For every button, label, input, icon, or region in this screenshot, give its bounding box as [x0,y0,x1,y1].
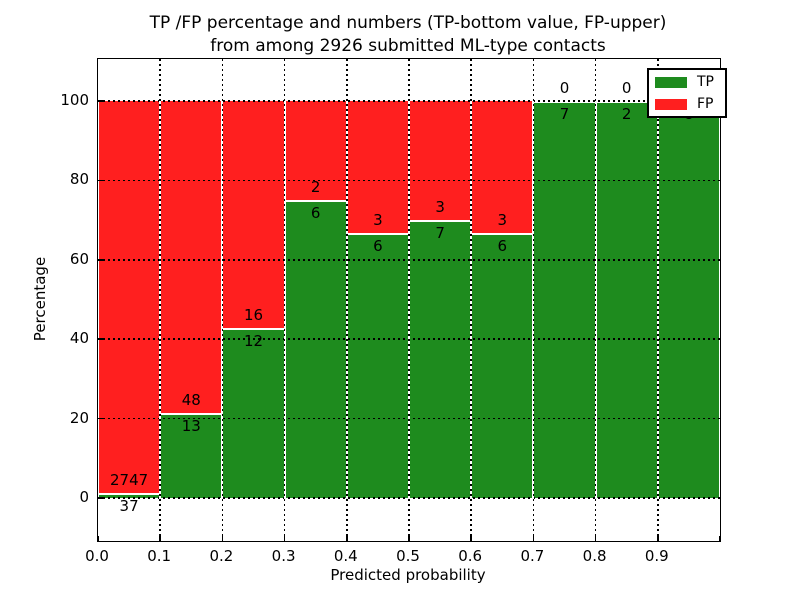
x-axis-title: Predicted probability [330,566,486,584]
x-tick-mark [221,536,224,541]
bar-segment-tp [222,327,285,498]
x-tick-label: 0.3 [271,547,296,565]
x-tick-mark [283,536,286,541]
vertical-gridline [470,59,472,541]
bar-segment-tp [284,200,347,498]
tp-count-label: 6 [497,237,508,256]
vertical-gridline [657,59,659,541]
fp-count-label: 3 [497,211,508,230]
x-tick-label: 0.5 [396,547,420,565]
x-tick-mark [159,536,161,541]
legend-label-tp: TP [697,74,714,90]
x-tick-mark [346,536,348,541]
bar-segment-fp [284,101,347,201]
bar-segment-tp [657,101,720,498]
tp-count-label: 7 [435,224,445,243]
fp-count-label: 3 [435,198,445,217]
legend: TP FP [647,68,727,118]
legend-label-fp: FP [697,96,714,112]
bar-segment-tp [533,101,596,498]
tp-count-label: 6 [373,237,383,256]
tp-count-label: 13 [181,417,201,436]
legend-entry-fp: FP [655,96,719,112]
bar-segment-tp [409,220,472,498]
fp-count-label: 0 [559,79,570,97]
vertical-gridline [532,59,535,541]
x-tick-mark [594,536,597,541]
y-tick-label: 100 [60,91,89,109]
chart-title: TP /FP percentage and numbers (TP-bottom… [97,12,719,58]
bar-segment-tp [346,233,409,498]
bar-segment-fp [98,101,161,493]
x-tick-mark [408,536,410,541]
y-tick-mark [98,417,103,420]
fp-count-label: 0 [621,79,632,97]
y-tick-mark [98,497,103,499]
y-tick-mark [98,338,103,340]
y-axis-title: Percentage [31,256,49,342]
bar-segment-fp [160,101,223,414]
fp-count-label: 3 [373,211,383,230]
chart-title-line1: TP /FP percentage and numbers (TP-bottom… [149,13,667,33]
y-tick-label: 80 [69,170,89,189]
x-tick-label: 0.0 [85,547,109,565]
vertical-gridline [159,59,161,541]
x-tick-mark [97,536,99,541]
tp-count-label: 6 [310,204,321,223]
x-tick-label: 0.8 [582,547,607,565]
vertical-gridline [283,59,286,541]
bar-segment-tp [595,101,658,498]
bar-segment-fp [346,101,409,234]
tp-count-label: 2 [621,105,632,123]
tp-count-label: 7 [559,105,570,123]
vertical-gridline [408,59,410,541]
x-tick-mark [719,536,721,541]
vertical-gridline [346,59,348,541]
vertical-gridline [594,59,597,541]
tp-count-label: 12 [243,331,264,350]
x-tick-label: 0.2 [209,547,234,565]
y-tick-label: 40 [69,329,89,348]
fp-count-label: 2747 [110,470,149,489]
y-tick-mark [98,100,103,102]
plot-area: 2747374813161226363736070208 TP FP [97,58,727,542]
fp-count-label: 2 [310,178,321,197]
x-tick-label: 0.1 [147,547,172,565]
y-tick-label: 0 [79,488,89,506]
legend-entry-tp: TP [655,74,719,90]
tp-count-label: 37 [119,496,139,515]
fp-count-label: 48 [181,391,201,410]
x-tick-label: 0.6 [458,547,483,565]
y-tick-label: 20 [69,408,89,427]
tp-color-swatch [655,76,687,88]
x-tick-mark [532,536,535,541]
fp-count-label: 16 [243,305,264,324]
bar-segment-fp [222,101,285,328]
fp-color-swatch [655,98,687,110]
vertical-gridline [221,59,224,541]
y-tick-mark [98,179,103,182]
x-tick-label: 0.7 [520,547,545,565]
x-tick-mark [657,536,659,541]
y-tick-mark [98,259,103,261]
x-tick-label: 0.4 [333,547,358,565]
x-tick-label: 0.9 [644,547,669,565]
x-tick-mark [470,536,472,541]
y-tick-label: 60 [69,249,89,268]
chart-title-line2: from among 2926 submitted ML-type contac… [210,36,606,56]
bar-segment-tp [471,233,534,498]
